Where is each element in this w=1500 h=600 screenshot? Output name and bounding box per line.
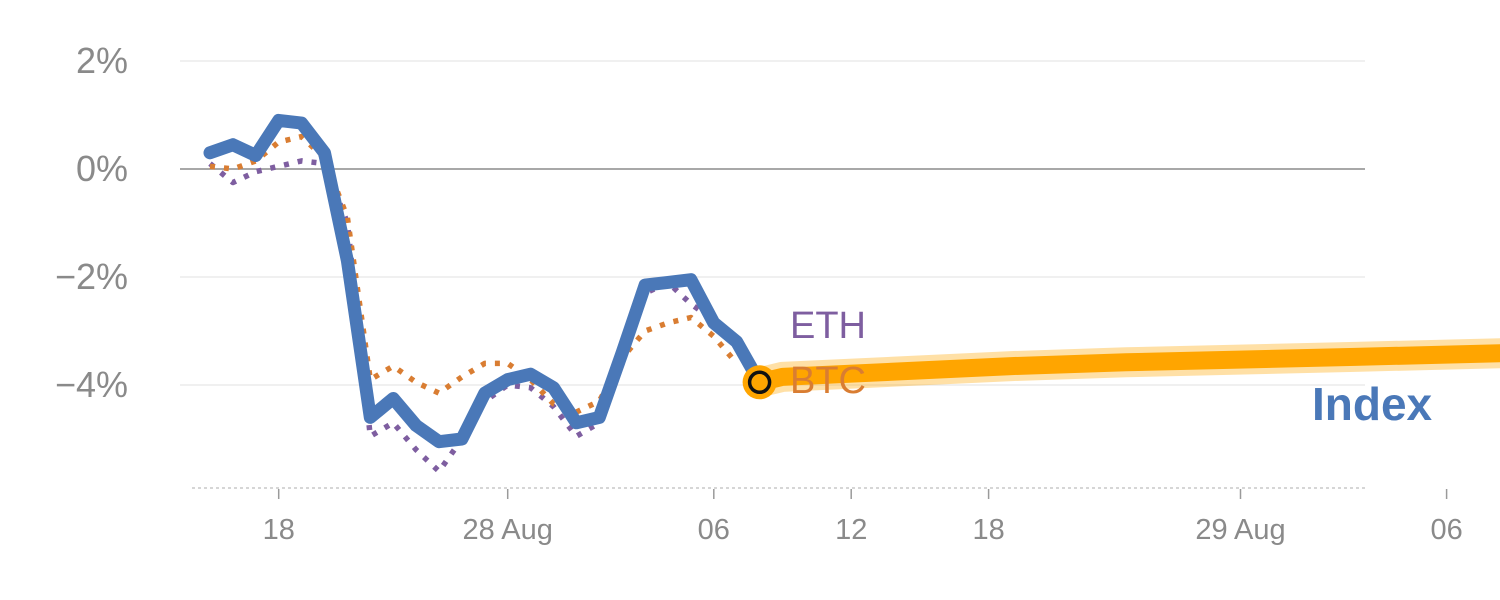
x-tick-label: 12 bbox=[835, 514, 867, 546]
y-axis-ticks: 2% 0% −2% −4% bbox=[55, 40, 128, 405]
series-line-index bbox=[203, 113, 767, 449]
x-tick-label: 28 Aug bbox=[463, 514, 553, 546]
x-tick-label: 06 bbox=[698, 514, 730, 546]
x-tick-label: 18 bbox=[972, 514, 1004, 546]
marker-dot bbox=[747, 370, 772, 395]
y-tick-label: −4% bbox=[55, 364, 128, 405]
series-label-eth: ETH bbox=[790, 305, 866, 347]
x-tick-label: 18 bbox=[263, 514, 295, 546]
series-line-btc bbox=[209, 133, 739, 415]
forecast-line bbox=[757, 344, 1500, 392]
current-point-marker bbox=[742, 365, 777, 400]
y-tick-label: 2% bbox=[76, 40, 128, 81]
y-tick-label: 0% bbox=[76, 148, 128, 189]
series-line-eth bbox=[208, 158, 739, 475]
series-label-btc: BTC bbox=[790, 360, 866, 402]
y-tick-label: −2% bbox=[55, 256, 128, 297]
series-labels: ETH BTC Index bbox=[790, 305, 1433, 430]
x-tick-label: 06 bbox=[1430, 514, 1462, 546]
series-label-index: Index bbox=[1312, 378, 1433, 430]
series-lines bbox=[203, 113, 767, 475]
forecast-band bbox=[756, 338, 1500, 397]
x-tick-label: 29 Aug bbox=[1195, 514, 1285, 546]
